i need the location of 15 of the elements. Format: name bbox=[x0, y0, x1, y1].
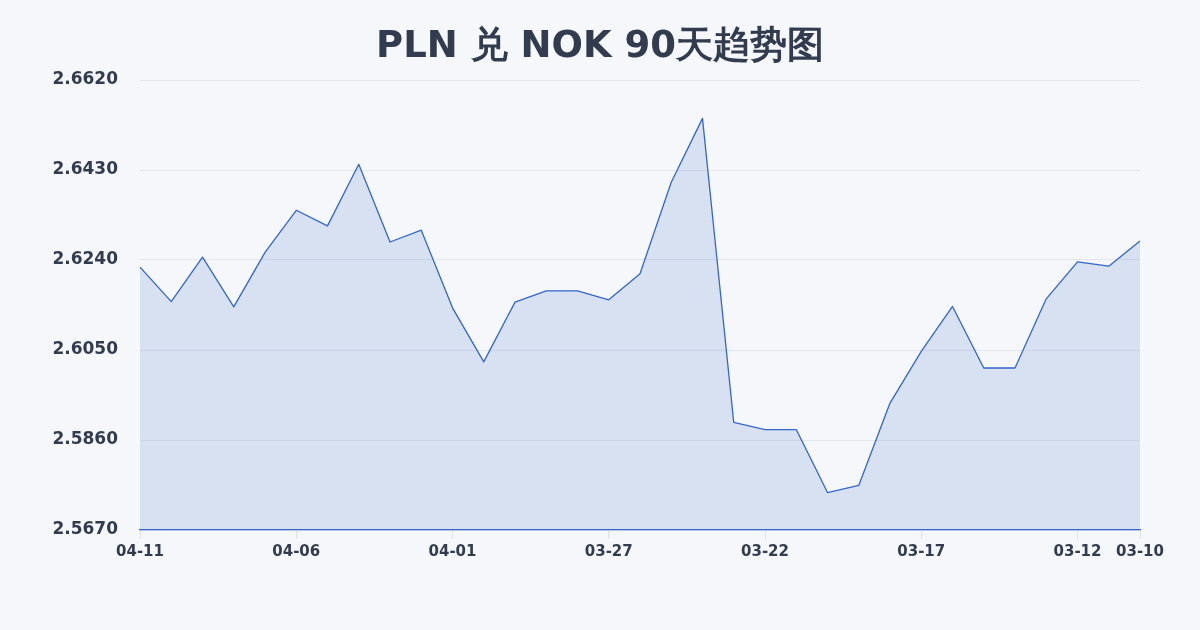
x-tick-label: 04-06 bbox=[272, 541, 321, 560]
x-tick-label: 03-10 bbox=[1116, 541, 1164, 560]
x-tick-label: 03-22 bbox=[741, 541, 789, 560]
chart-title: PLN 兑 NOK 90天趋势图 bbox=[375, 22, 825, 68]
y-tick-label: 2.6430 bbox=[52, 158, 119, 179]
x-tick-label: 03-12 bbox=[1053, 541, 1102, 560]
y-tick-label: 2.5670 bbox=[52, 518, 119, 539]
x-tick-label: 04-11 bbox=[116, 541, 164, 560]
x-tick-label: 03-17 bbox=[897, 541, 946, 560]
y-tick-label: 2.6050 bbox=[52, 338, 119, 359]
x-tick-label: 03-27 bbox=[584, 541, 633, 560]
x-tick-label: 04-01 bbox=[428, 541, 477, 560]
y-tick-label: 2.5860 bbox=[52, 428, 119, 449]
y-tick-label: 2.6620 bbox=[52, 68, 119, 89]
y-tick-label: 2.6240 bbox=[52, 248, 119, 269]
